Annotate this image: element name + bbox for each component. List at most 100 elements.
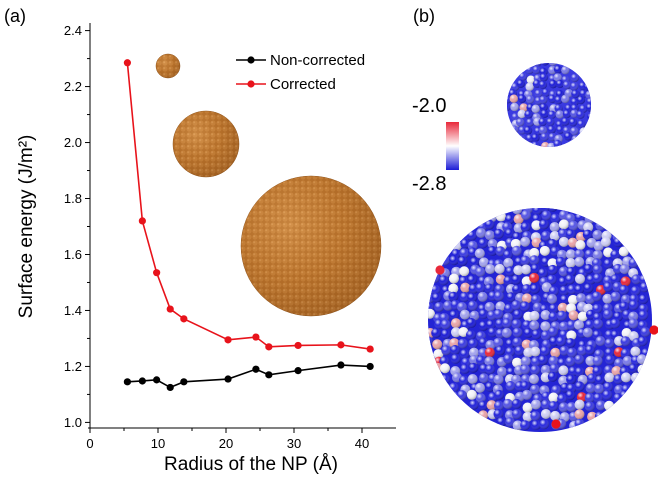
atom-shade [619,264,630,275]
atom-shade [553,65,563,74]
atom-shade [593,318,604,329]
atom-shade [541,210,552,221]
atom-shade [558,402,569,413]
atom-shade [485,319,496,330]
atom-shade [565,229,576,240]
atom-shade [538,80,548,90]
atom-shade [533,63,542,67]
atom-shade [516,79,525,88]
atom-shade [618,246,629,257]
atom-shade [485,264,496,275]
x-tick-label: 10 [151,436,165,451]
atom-shade [564,132,573,141]
atom-shade [466,389,477,400]
atom-shade [531,133,540,143]
atom-shade [502,398,513,409]
atom-shade [638,310,649,321]
y-tick-label: 1.0 [64,415,82,430]
atom-shade [558,219,569,230]
atom-shade [568,310,579,321]
atom-shade [539,95,548,105]
atom-shade [531,420,542,431]
atom-shade [592,355,603,366]
atom-shade [566,266,577,277]
atom-shade [448,382,459,393]
atom-shade [548,311,559,322]
colored-nanoparticle-images [428,63,658,432]
atom-shade [610,274,621,285]
atom-shade [595,400,606,411]
data-point [153,269,161,277]
atom-shade [520,381,531,392]
atom-shade [539,419,550,430]
atom-shade [525,95,535,104]
atom-shade [539,103,548,112]
atom-shade [561,65,570,75]
atom-shade [521,293,532,304]
atom-shade [440,255,451,266]
atom-shade [548,303,559,314]
atom-shade [511,398,522,409]
atom-shade [565,356,576,367]
y-tick-label: 2.2 [64,79,82,94]
atom-shade [448,283,459,294]
atom-shade [459,309,470,320]
atom-shade [610,291,621,302]
atom-shade [531,294,542,305]
atom-shade [484,283,495,294]
atom-shade [583,222,594,233]
atom-shade [540,399,551,410]
atom-shade [520,236,531,247]
atom-shade [604,338,615,349]
atom-shade [531,104,540,114]
atom-shade [628,300,639,311]
atom-shade [556,125,565,135]
atom-shade [605,354,616,365]
atom-shade [440,374,451,385]
data-point [366,362,374,371]
atom-shade [539,346,550,357]
atom-shade [505,266,516,277]
atom-shade [503,257,514,268]
atom-shade [493,409,504,420]
atom-shade [478,238,489,249]
atom-shade [619,390,630,401]
atom-shade [628,257,639,268]
atom-shade [529,247,540,258]
atom-shade [504,228,515,239]
atom-shade [574,354,585,365]
atom-shade [493,228,504,239]
atom-shade [550,410,561,421]
atom-shade [637,364,648,375]
y-tick-label: 2.4 [64,23,82,38]
atom-shade [531,141,540,147]
data-point [138,377,146,385]
atom-shade [530,410,541,421]
atom-shade [548,392,559,403]
atom-shade [540,132,549,142]
atom-shade [546,274,557,285]
y-tick-label: 2.0 [64,135,82,150]
atom-shade [530,365,541,376]
atom-shade [467,300,478,311]
atom-shade [579,127,588,136]
atom-shade [510,125,519,134]
atom-shade [574,319,585,330]
atom-shade [460,363,471,374]
x-tick-label: 30 [287,436,301,451]
atom-shade [610,249,621,260]
atom-shade [540,230,551,241]
data-point [252,333,260,341]
atom-shade [493,374,504,385]
legend-marker [247,56,255,64]
atom-shade [540,63,550,66]
atom-shade [501,327,512,338]
atom-shade [519,103,528,112]
atom-shade [456,390,467,401]
atom-shade [531,220,542,231]
atom-shade [565,257,576,268]
atom-shade [465,329,476,340]
atom-shade [602,389,613,400]
atom-shade [565,274,576,285]
atom-shade [478,410,489,421]
